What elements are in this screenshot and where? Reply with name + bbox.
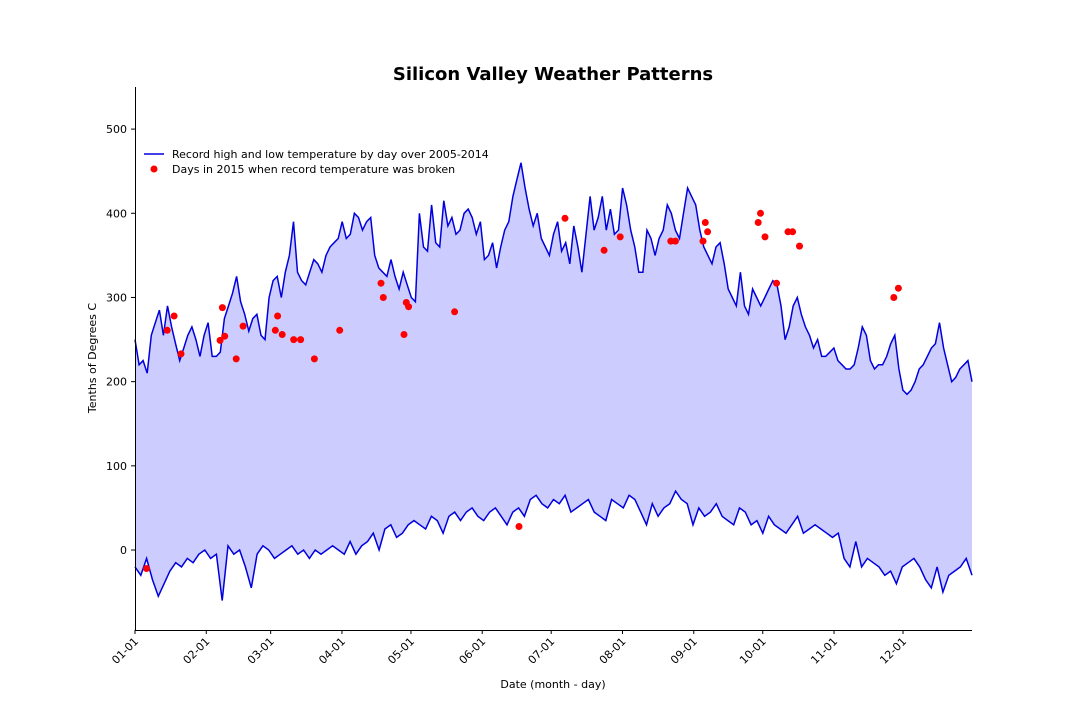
legend-label-record: Record high and low temperature by day o… [172,148,489,161]
y-axis-label: Tenths of Degrees C [86,303,99,414]
y-tick-label: 500 [106,123,127,136]
y-tick-label: 200 [106,376,127,389]
legend: Record high and low temperature by day o… [144,148,489,176]
broken-record-point [515,523,523,530]
broken-record-point [773,279,780,287]
broken-record-point [177,350,185,358]
plot-area [134,162,973,601]
record-range-fill [135,162,972,601]
y-tick-label: 400 [106,207,127,220]
x-tick-label: 06-01 [457,635,489,667]
legend-point-swatch [150,165,158,173]
y-ticks: 0 100 200 300 400 500 [106,123,135,557]
broken-record-point [379,294,387,301]
broken-record-point [170,312,178,320]
x-tick-label: 01-01 [109,635,141,667]
broken-record-point [754,219,762,226]
x-tick-label: 02-01 [181,635,213,667]
y-tick-label: 100 [106,460,127,473]
broken-record-point [239,322,247,330]
broken-record-point [290,336,298,344]
broken-record-point [163,326,171,334]
x-tick-label: 03-01 [245,635,277,667]
broken-record-point [757,209,764,217]
broken-record-point [405,303,413,311]
broken-record-point [616,233,624,241]
broken-record-point [796,242,803,250]
broken-record-point [761,233,769,241]
x-axis-label: Date (month - day) [500,678,605,691]
broken-record-point [561,214,569,222]
broken-record-point [216,336,224,344]
y-tick-label: 300 [106,291,127,304]
x-tick-label: 11-01 [808,635,840,667]
broken-record-point [218,304,226,312]
broken-record-point [400,331,408,338]
broken-record-point [310,355,318,363]
broken-record-point [671,237,679,245]
broken-record-point [789,228,797,236]
record-high-line [134,162,973,396]
x-tick-label: 12-01 [877,635,909,667]
x-tick-label: 05-01 [385,635,417,667]
x-tick-label: 04-01 [316,635,348,667]
x-ticks: 01-01 02-01 03-01 04-01 05-01 06-01 07-01 08-01… [109,630,909,667]
record-low-line [134,489,973,601]
broken-record-point [600,246,608,254]
broken-record-point [701,219,709,226]
broken-record-point [890,294,898,301]
broken-record-point [271,326,279,334]
broken-record-point [297,336,305,344]
x-tick-label: 07-01 [526,635,558,667]
broken-record-point [221,332,229,340]
chart-title: Silicon Valley Weather Patterns [393,64,713,85]
legend-label-broken: Days in 2015 when record temperature was… [172,163,455,176]
broken-record-point [699,237,707,245]
y-tick-label: 0 [120,544,127,557]
broken-record-point [336,326,344,334]
x-tick-label: 09-01 [668,635,700,667]
x-tick-label: 10-01 [737,635,769,667]
broken-record-point [377,279,385,287]
broken-record-point [894,284,902,292]
broken-record-point [278,331,286,338]
x-tick-label: 08-01 [597,635,629,667]
broken-record-point [232,355,240,363]
broken-record-point [704,228,712,236]
broken-record-point [274,312,282,320]
broken-record-points [143,209,902,572]
broken-record-point [451,308,459,316]
broken-record-point [143,565,150,572]
